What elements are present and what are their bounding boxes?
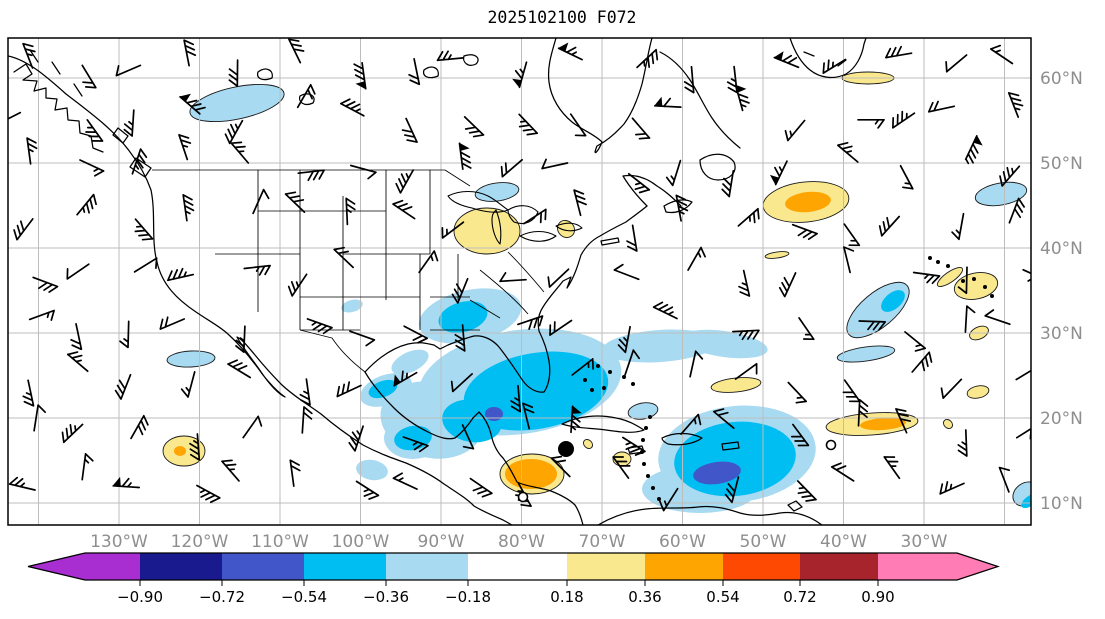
anomaly-region (485, 407, 503, 421)
island-dot (961, 279, 965, 283)
island-dot (983, 285, 987, 289)
colorbar-segment (645, 553, 723, 580)
wind-barb-pennant (1033, 424, 1039, 434)
colorbar-arrow-left (28, 553, 85, 580)
anomaly-region (174, 446, 186, 456)
colorbar-tick-label: −0.90 (117, 588, 163, 606)
storm-marker-filled (558, 441, 574, 457)
x-tick-label: 110°W (251, 532, 309, 552)
colorbar-tick-label: 0.18 (550, 588, 583, 606)
map-background (8, 38, 1031, 525)
figure-title: 2025102100 F072 (487, 8, 636, 27)
x-tick-label: 40°W (820, 532, 867, 552)
colorbar-segment (85, 553, 140, 580)
island-dot (596, 364, 600, 368)
island-dot (946, 264, 950, 268)
colorbar-tick-label: 0.36 (628, 588, 661, 606)
colorbar-segment (878, 553, 957, 580)
colorbar-segment (567, 553, 645, 580)
colorbar-segment (222, 553, 304, 580)
map-canvas: 2025102100 F072 (0, 0, 1105, 615)
y-tick-label: 60°N (1040, 69, 1083, 89)
colorbar-segment (386, 553, 468, 580)
storm-marker-open (519, 493, 528, 502)
island-dot (928, 256, 932, 260)
colorbar-tick-label: 0.72 (783, 588, 816, 606)
island-dot (602, 386, 606, 390)
y-tick-label: 20°N (1040, 409, 1083, 429)
colorbar-tick-label: −0.36 (363, 588, 409, 606)
island-dot (631, 382, 635, 386)
colorbar-tick-label: 0.90 (861, 588, 894, 606)
island-dot (642, 462, 646, 466)
colorbar-segment (468, 553, 567, 580)
island-dot (590, 388, 594, 392)
island-dot (972, 277, 976, 281)
storm-marker-open (827, 441, 836, 450)
colorbar: −0.90 −0.72 −0.54 −0.36 −0.18 0.18 0.36 0.54 0.7… (28, 553, 998, 606)
island-dot (646, 474, 650, 478)
y-tick-label: 10°N (1040, 494, 1083, 514)
x-tick-label: 70°W (579, 532, 626, 552)
x-tick-label: 80°W (498, 532, 545, 552)
x-tick-label: 60°W (659, 532, 706, 552)
island-dot (936, 260, 940, 264)
anomaly-region (454, 208, 520, 254)
x-tick-label: 130°W (90, 532, 148, 552)
island-dot (644, 426, 648, 430)
x-tick-label: 30°W (901, 532, 948, 552)
colorbar-segment (140, 553, 222, 580)
colorbar-tick-label: −0.72 (199, 588, 245, 606)
colorbar-tick-label: −0.18 (445, 588, 491, 606)
colorbar-segment (304, 553, 386, 580)
weather-map-figure: 2025102100 F072 (0, 0, 1105, 615)
y-axis-labels: 60°N 50°N 40°N 30°N 20°N 10°N (1040, 69, 1083, 514)
island-dot (648, 415, 652, 419)
y-tick-label: 40°N (1040, 239, 1083, 259)
colorbar-arrow-right (957, 553, 998, 580)
x-tick-label: 100°W (332, 532, 390, 552)
colorbar-tick-label: 0.54 (706, 588, 739, 606)
x-tick-label: 50°W (740, 532, 787, 552)
island-dot (651, 486, 655, 490)
y-tick-label: 30°N (1040, 324, 1083, 344)
island-dot (641, 438, 645, 442)
x-axis-labels: 130°W 120°W 110°W 100°W 90°W 80°W 70°W 60°W 50°W… (90, 532, 948, 552)
anomaly-region (613, 452, 631, 466)
colorbar-segment (723, 553, 800, 580)
colorbar-segment (800, 553, 878, 580)
island-dot (583, 378, 587, 382)
island-dot (608, 370, 612, 374)
y-tick-label: 50°N (1040, 154, 1083, 174)
x-tick-label: 120°W (171, 532, 229, 552)
x-tick-label: 90°W (418, 532, 465, 552)
island-dot (622, 375, 626, 379)
colorbar-tick-label: −0.54 (281, 588, 327, 606)
island-dot (990, 294, 994, 298)
island-dot (657, 497, 661, 501)
